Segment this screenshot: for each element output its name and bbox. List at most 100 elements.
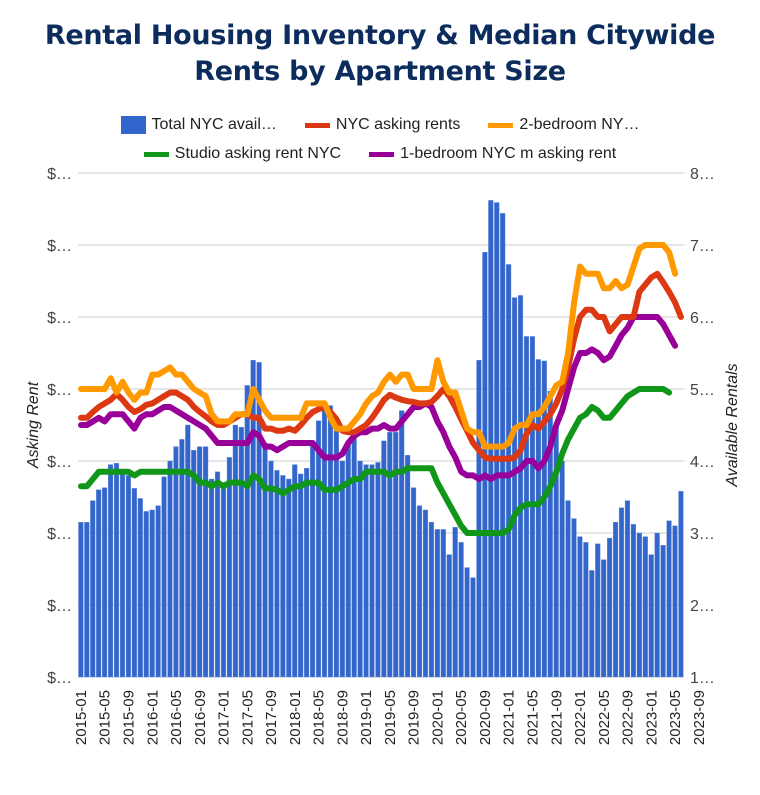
- inventory-bar: [559, 460, 565, 678]
- inventory-bar: [369, 464, 375, 678]
- inventory-bar: [440, 529, 446, 678]
- inventory-bar: [244, 385, 250, 678]
- inventory-bar: [203, 446, 209, 678]
- inventory-bar: [102, 487, 108, 678]
- x-tick-label: 2021-09: [548, 690, 565, 745]
- x-tick-label: 2022-05: [596, 690, 613, 745]
- left-tick-label: $…: [47, 238, 72, 255]
- right-tick-label: 2…: [690, 598, 715, 615]
- inventory-bar: [321, 403, 328, 678]
- inventory-bar: [345, 440, 351, 678]
- left-tick-label: $…: [47, 526, 72, 543]
- inventory-bar: [506, 264, 512, 678]
- left-axis-ticks: $… $… $… $… $… $… $… $…: [47, 166, 72, 687]
- legend-label-one-bed: 1-bedroom NYC m asking rent: [400, 145, 617, 162]
- inventory-bar: [96, 489, 102, 678]
- inventory-bar: [375, 462, 381, 678]
- inventory-bar: [220, 482, 227, 678]
- inventory-bar: [357, 460, 363, 678]
- x-tick-label: 2022-09: [620, 690, 637, 745]
- inventory-bar: [494, 202, 500, 678]
- inventory-bar: [161, 476, 167, 678]
- inventory-bar: [595, 543, 601, 678]
- inventory-bar: [90, 500, 96, 678]
- inventory-bar: [274, 470, 280, 678]
- inventory-bar: [405, 455, 411, 678]
- inventory-bar: [155, 505, 161, 678]
- left-tick-label: $…: [47, 598, 72, 615]
- chart-title: Rental Housing Inventory & Median Citywi…: [0, 18, 760, 90]
- x-tick-label: 2021-05: [525, 690, 542, 745]
- inventory-bar: [262, 442, 268, 678]
- legend-row-2: Studio asking rent NYC 1-bedroom NYC m a…: [0, 145, 760, 163]
- right-tick-label: 6…: [690, 310, 715, 327]
- inventory-bar: [119, 470, 126, 678]
- inventory-bar: [613, 522, 619, 678]
- inventory-bar: [315, 420, 322, 678]
- inventory-bar: [678, 491, 684, 678]
- rent-lines: [78, 242, 684, 536]
- right-axis-title: Available Rentals: [724, 363, 741, 487]
- inventory-bar: [268, 460, 274, 678]
- inventory-bar: [411, 487, 417, 678]
- legend-swatch-studio: [143, 151, 169, 157]
- left-axis-title: Asking Rent: [25, 381, 42, 469]
- x-tick-label: 2020-01: [429, 690, 446, 745]
- inventory-bar: [517, 295, 524, 678]
- right-axis-ticks: 1… 2… 3… 4… 5… 6… 7… 8…: [690, 166, 715, 687]
- x-tick-label: 2018-05: [311, 690, 328, 745]
- inventory-bar: [250, 360, 256, 678]
- line-one-bed: [78, 314, 679, 482]
- x-tick-label: 2015-01: [73, 690, 90, 745]
- inventory-bar: [197, 446, 203, 678]
- inventory-bar: [292, 464, 298, 678]
- x-tick-label: 2016-01: [144, 690, 161, 745]
- inventory-bar: [399, 410, 405, 678]
- inventory-bar: [512, 297, 518, 678]
- inventory-bar: [464, 567, 470, 678]
- legend-swatch-inventory: [120, 116, 146, 134]
- inventory-bar: [654, 532, 660, 678]
- inventory-bar: [648, 554, 654, 678]
- x-tick-label: 2015-09: [121, 690, 138, 745]
- left-tick-label: $…: [47, 382, 72, 399]
- legend-item-nyc[interactable]: NYC asking rents: [304, 116, 460, 134]
- legend-item-studio[interactable]: Studio asking rent NYC: [143, 145, 341, 163]
- inventory-bar: [179, 439, 185, 678]
- inventory-bar: [672, 525, 678, 678]
- legend-item-inventory[interactable]: Total NYC avail…: [120, 116, 277, 134]
- inventory-bar: [381, 440, 387, 678]
- inventory-bar: [452, 527, 458, 678]
- x-tick-label: 2018-01: [287, 690, 304, 745]
- inventory-bar: [446, 554, 452, 678]
- x-tick-label: 2016-09: [192, 690, 209, 745]
- inventory-bar: [607, 537, 613, 678]
- inventory-bar: [214, 471, 221, 678]
- inventory-bar: [137, 498, 143, 678]
- inventory-bar: [660, 545, 666, 678]
- right-tick-label: 5…: [690, 382, 715, 399]
- inventory-bar: [333, 430, 339, 678]
- inventory-bar: [167, 460, 173, 678]
- x-tick-label: 2023-01: [643, 690, 660, 745]
- legend-item-one-bed[interactable]: 1-bedroom NYC m asking rent: [369, 145, 616, 163]
- inventory-bar: [149, 509, 155, 678]
- x-tick-label: 2022-01: [572, 690, 589, 745]
- inventory-bar: [232, 424, 238, 678]
- legend-item-two-bed[interactable]: 2-bedroom NY…: [488, 116, 639, 134]
- inventory-bar: [642, 536, 648, 678]
- left-tick-label: $…: [47, 166, 72, 183]
- line-two-bed: [78, 242, 679, 450]
- x-tick-label: 2019-01: [358, 690, 375, 745]
- inventory-bar: [113, 462, 120, 678]
- x-tick-label: 2017-01: [216, 690, 233, 745]
- x-tick-label: 2020-09: [477, 690, 494, 745]
- right-tick-label: 7…: [690, 238, 715, 255]
- right-tick-label: 3…: [690, 526, 715, 543]
- line-studio: [78, 386, 673, 536]
- inventory-bar: [327, 405, 333, 678]
- inventory-bar: [630, 524, 636, 678]
- inventory-bar: [470, 577, 476, 678]
- inventory-bar: [363, 464, 369, 678]
